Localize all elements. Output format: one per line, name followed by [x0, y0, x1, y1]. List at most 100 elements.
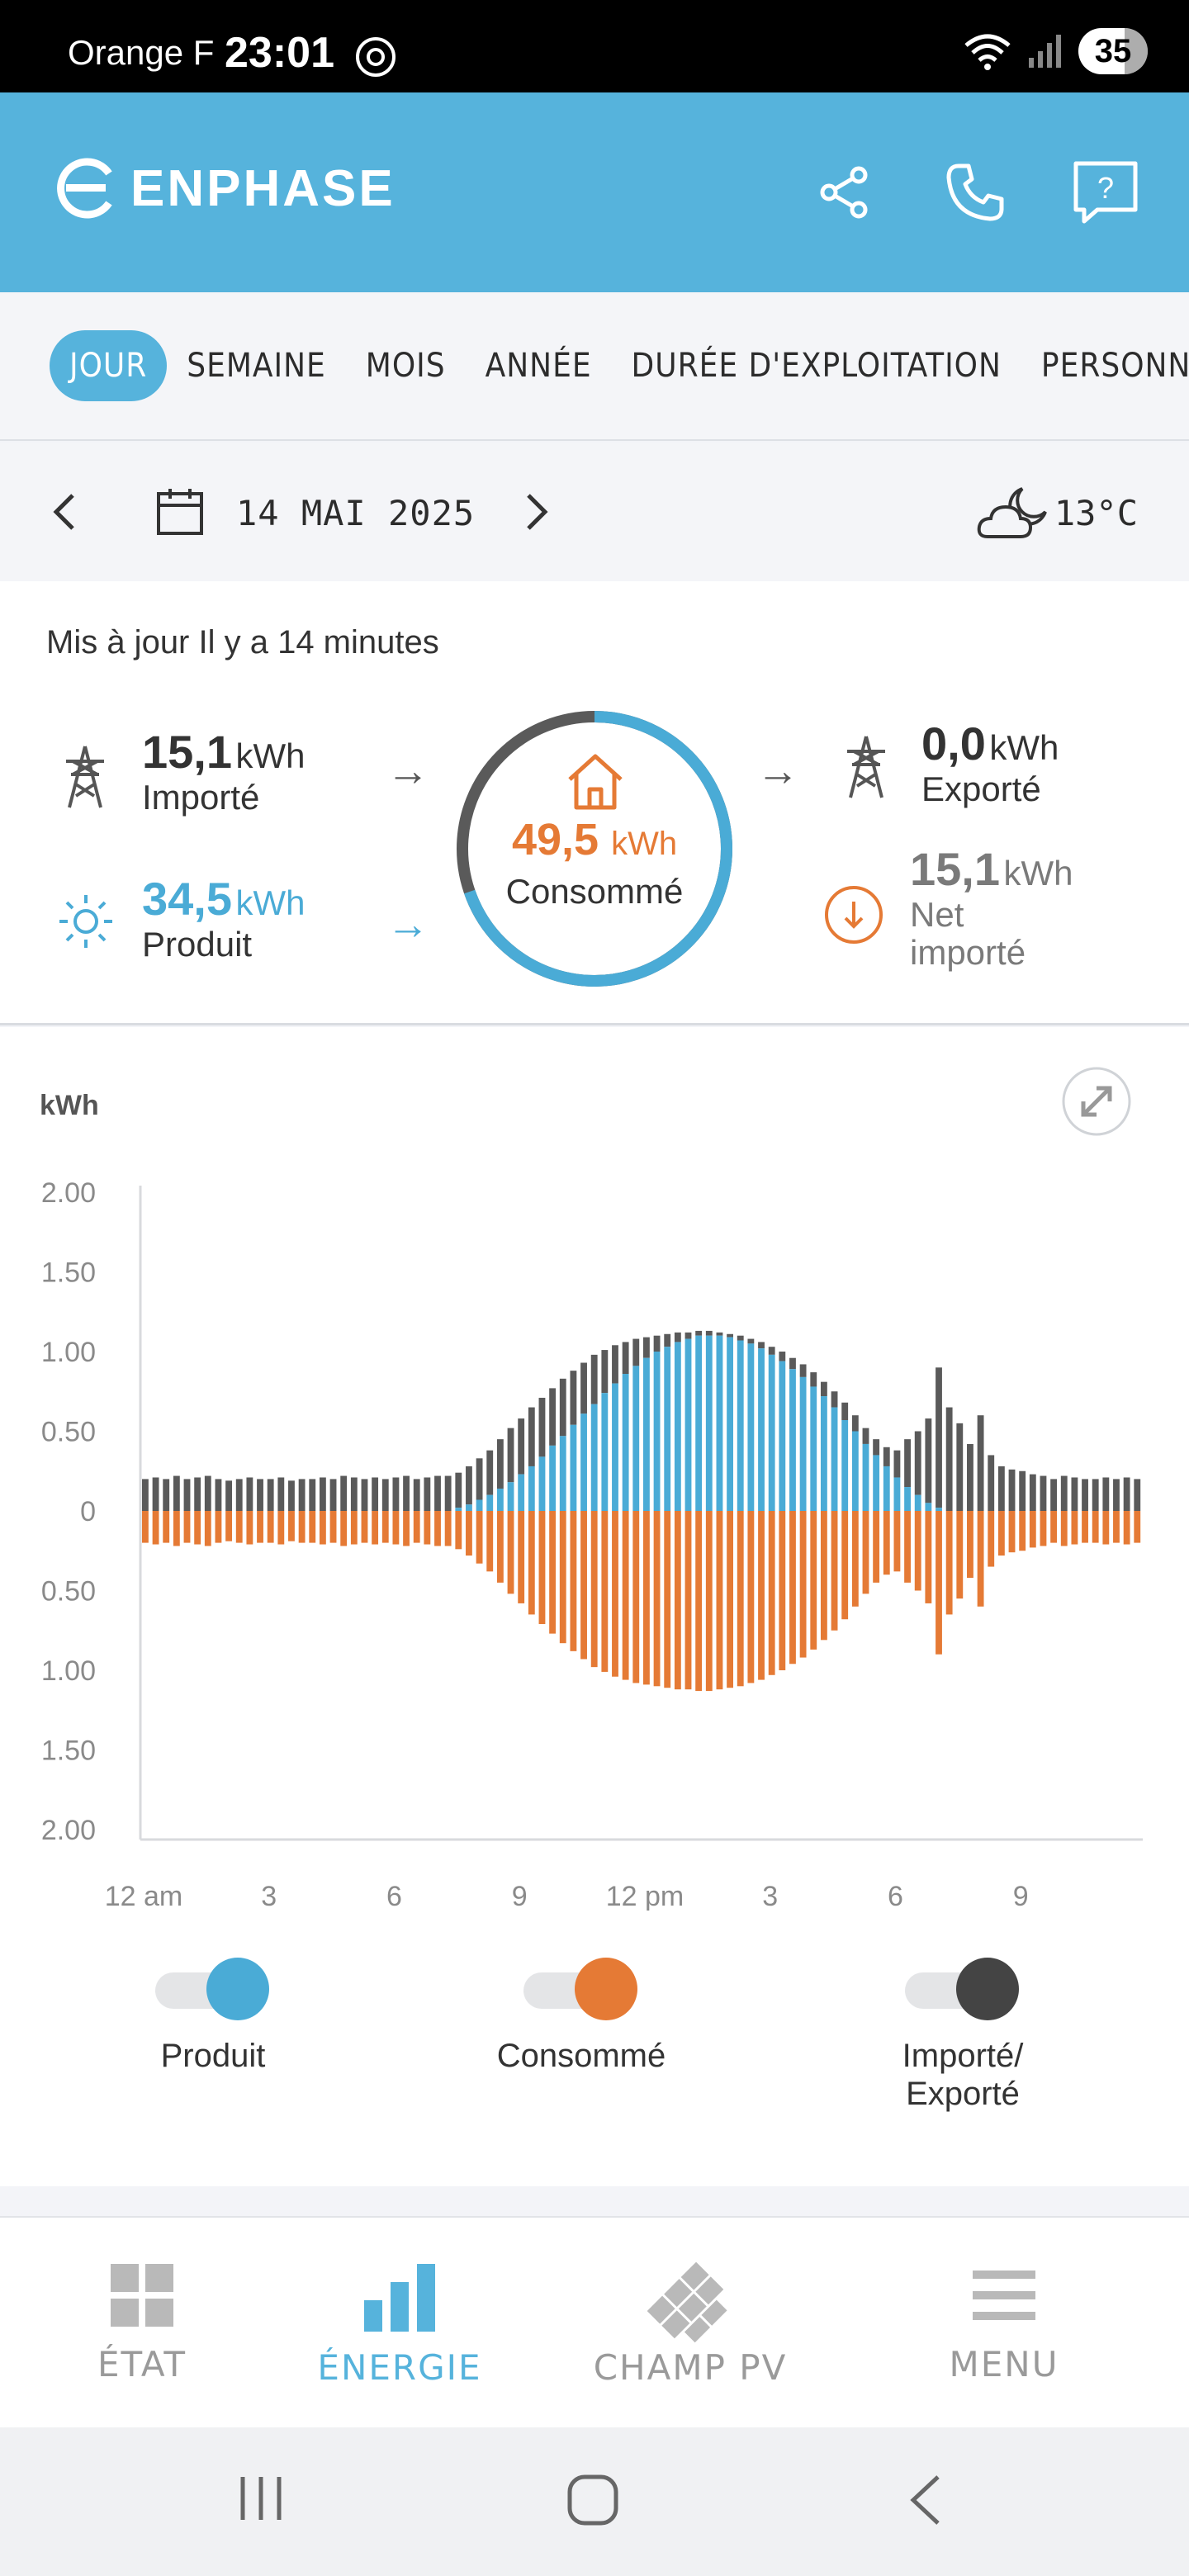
legend-produced[interactable]: Produit	[40, 1956, 386, 2075]
y-tick-label: 0.50	[41, 1417, 96, 1448]
expand-chart-button[interactable]	[1050, 1057, 1189, 1196]
nav-energy[interactable]: ÉNERGIE	[276, 2262, 523, 2388]
back-button[interactable]	[905, 2474, 946, 2526]
x-tick-label: 9	[512, 1881, 528, 1911]
solar-panels-icon	[647, 2261, 727, 2343]
bar-produced	[612, 1383, 618, 1511]
calendar-icon[interactable]	[155, 487, 205, 537]
legend-grid[interactable]: Importé/ Exporté	[789, 1956, 1136, 2113]
bar-consumed	[925, 1511, 932, 1603]
tab-0[interactable]: JOUR	[50, 330, 168, 401]
bar-consumed	[1102, 1511, 1110, 1545]
bar-imported	[862, 1428, 869, 1444]
bar-consumed	[1071, 1511, 1078, 1545]
temperature: 13°C	[1054, 493, 1138, 533]
cloudy-night-icon	[977, 487, 1047, 538]
bar-consumed	[841, 1511, 849, 1620]
bar-produced	[789, 1369, 796, 1511]
bar-consumed	[235, 1511, 243, 1543]
energy-chart-card: kWh 2.00 1.50 1.00 0.50 0 0.50 1.00 1.50 2.00 12 …	[0, 1027, 1189, 2186]
bar-consumed	[653, 1511, 661, 1687]
bar-imported	[466, 1466, 472, 1505]
bar-consumed	[580, 1511, 587, 1660]
x-tick-label: 9	[1013, 1881, 1029, 1911]
nav-status[interactable]: ÉTAT	[18, 2262, 266, 2384]
bar-consumed	[862, 1511, 869, 1594]
selected-date[interactable]: 14 MAI 2025	[236, 493, 476, 533]
bar-imported	[496, 1439, 504, 1489]
last-updated: Mis à jour Il y a 14 minutes	[46, 624, 439, 661]
x-tick-label: 12 pm	[606, 1881, 685, 1911]
bar-consumed	[549, 1511, 557, 1634]
bar-produced	[476, 1499, 483, 1511]
bar-imported	[831, 1391, 838, 1408]
grid-toggle[interactable]	[905, 1956, 1021, 2022]
bar-imported	[851, 1415, 859, 1432]
bar-consumed	[1040, 1511, 1047, 1546]
help-button[interactable]: ?	[1070, 157, 1141, 228]
tab-1[interactable]: SEMAINE	[187, 347, 326, 385]
bar-produced	[851, 1431, 859, 1511]
bar-produced	[538, 1456, 546, 1511]
bar-produced	[779, 1361, 786, 1511]
nav-menu[interactable]: MENU	[880, 2262, 1128, 2384]
bar-consumed	[381, 1511, 389, 1543]
expand-icon	[1081, 1086, 1112, 1117]
bar-imported	[434, 1475, 441, 1511]
bar-produced	[559, 1436, 566, 1511]
bar-consumed	[632, 1511, 640, 1683]
bar-consumed	[204, 1511, 211, 1546]
bar-imported	[1050, 1479, 1058, 1511]
recent-apps-button[interactable]	[236, 2474, 286, 2523]
bar-consumed	[758, 1511, 765, 1680]
bar-imported	[653, 1335, 661, 1352]
tab-5[interactable]: PERSONN	[1040, 347, 1189, 385]
tab-4[interactable]: DURÉE D'EXPLOITATION	[631, 347, 1002, 385]
previous-day-button[interactable]	[43, 489, 89, 535]
produced-toggle[interactable]	[155, 1956, 271, 2022]
bar-imported	[163, 1479, 170, 1511]
net-import-icon	[825, 886, 883, 944]
tab-3[interactable]: ANNÉE	[485, 347, 592, 385]
bar-consumed	[956, 1511, 964, 1599]
bar-imported	[381, 1479, 389, 1511]
bar-imported	[225, 1480, 233, 1511]
nav-pv-array[interactable]: CHAMP PV	[566, 2261, 814, 2388]
bar-imported	[716, 1332, 723, 1336]
bar-imported	[1113, 1479, 1120, 1511]
bar-consumed	[1019, 1511, 1026, 1551]
bar-produced	[486, 1494, 494, 1511]
bar-consumed	[486, 1511, 494, 1572]
bar-imported	[1134, 1479, 1141, 1511]
bar-imported	[361, 1479, 368, 1511]
bar-consumed	[476, 1511, 483, 1564]
bar-consumed	[685, 1511, 692, 1690]
bar-imported	[1102, 1477, 1110, 1511]
bar-produced	[758, 1348, 765, 1511]
consumed-toggle[interactable]	[523, 1956, 639, 2022]
bar-consumed	[570, 1511, 577, 1651]
tab-2[interactable]: MOIS	[365, 347, 446, 385]
next-day-button[interactable]	[512, 489, 558, 535]
call-button[interactable]	[940, 157, 1011, 228]
bar-imported	[904, 1439, 911, 1488]
share-button[interactable]	[809, 157, 880, 228]
bar-consumed	[329, 1511, 337, 1543]
bar-consumed	[997, 1511, 1005, 1556]
bar-imported	[1060, 1475, 1068, 1511]
bar-produced	[466, 1504, 472, 1511]
bar-imported	[1092, 1479, 1099, 1511]
bar-imported	[1082, 1479, 1088, 1511]
bar-produced	[549, 1445, 557, 1511]
home-button[interactable]	[566, 2474, 619, 2526]
bar-imported	[914, 1431, 921, 1495]
enphase-logo: ENPHASE	[54, 157, 396, 220]
bar-imported	[173, 1475, 180, 1511]
bar-imported	[1029, 1474, 1036, 1511]
brand-name: ENPHASE	[130, 159, 396, 217]
bar-consumed	[194, 1511, 201, 1545]
legend-consumed[interactable]: Consommé	[408, 1956, 755, 2075]
bar-produced	[674, 1342, 681, 1511]
section-divider	[0, 2186, 1189, 2216]
bar-consumed	[424, 1511, 431, 1545]
